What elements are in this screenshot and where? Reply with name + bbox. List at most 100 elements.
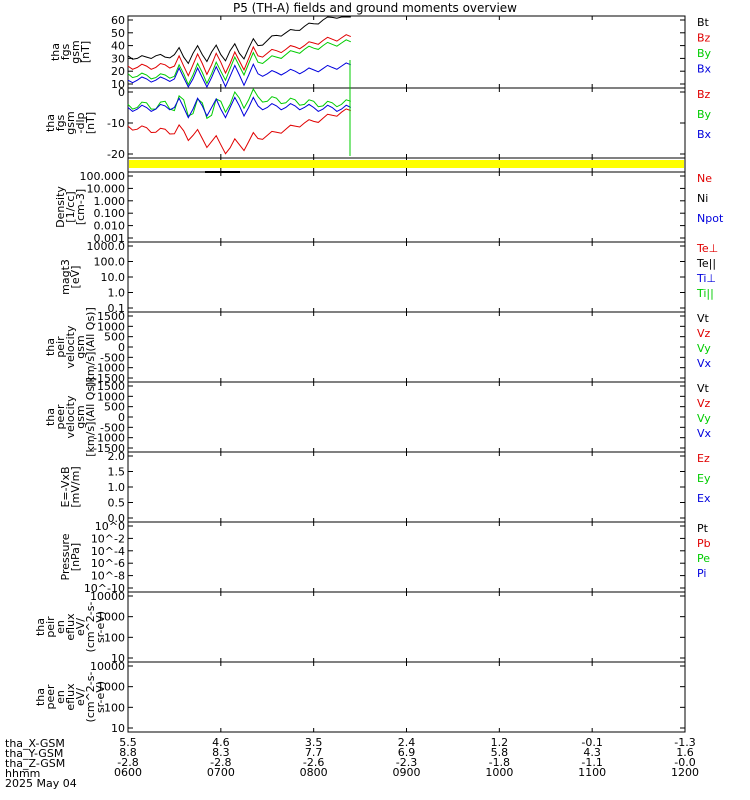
legend-entry: Bx <box>697 128 712 141</box>
panel-frame-3 <box>127 171 686 243</box>
panel-frame-7 <box>127 451 686 523</box>
legend-entry: Bt <box>697 16 710 29</box>
panel-frame-10 <box>127 661 686 733</box>
y-axis-label-7: E=-VxB[mV/m] <box>59 466 82 507</box>
ephemeris-value: 7.7 <box>305 746 323 759</box>
y-axis-label-line: [km/s](All Qs)] <box>84 377 97 457</box>
ephemeris-value: -1.3 <box>674 736 695 749</box>
y-axis-label-line: fgs <box>59 43 72 60</box>
y-tick-label: 0.100 <box>94 207 126 220</box>
y-tick-label: 1000 <box>97 611 125 624</box>
y-axis-label-line: (cm^2-s- <box>84 602 97 653</box>
series-line-by <box>127 87 351 120</box>
y-tick-label: 1500 <box>97 380 125 393</box>
legend-entry: Pi <box>697 567 706 580</box>
y-tick-label: 60 <box>111 14 125 27</box>
y-axis-label-3: Density[1/cc][cm-3] <box>54 186 87 228</box>
legend-entry: Vt <box>697 382 710 395</box>
legend-entry: Te⊥ <box>696 242 718 255</box>
y-tick-label: -1500 <box>93 372 125 385</box>
ephemeris-value: 1000 <box>485 766 513 779</box>
ephemeris-value: -0.1 <box>581 736 602 749</box>
legend-entry: Vt <box>697 312 710 325</box>
y-axis-label-line: gsm <box>64 111 77 134</box>
date-label: 2025 May 04 <box>5 777 77 790</box>
y-tick-label: -10 <box>107 117 125 130</box>
y-axis-label-line: peer <box>54 404 67 430</box>
y-axis-label-line: tha <box>44 338 57 356</box>
y-tick-label: -1000 <box>93 432 125 445</box>
y-axis-label-line: [eV] <box>69 266 82 289</box>
y-tick-label: 1.0 <box>108 287 126 300</box>
ephemeris-value: 1.2 <box>491 736 509 749</box>
y-axis-label-line: [km/s](All Qs)] <box>84 307 97 387</box>
ephemeris-value: 6.9 <box>398 746 416 759</box>
legend-entry: Vz <box>697 327 711 340</box>
y-tick-label: -1000 <box>93 362 125 375</box>
series-line-bx <box>127 62 351 89</box>
ephemeris-value: 4.6 <box>212 736 230 749</box>
panel-frame-4 <box>127 241 686 313</box>
y-axis-label-line: en <box>54 620 67 634</box>
ephemeris-value: 3.5 <box>305 736 323 749</box>
legend-entry: Ne <box>697 172 712 185</box>
series-line-bz <box>127 108 351 155</box>
y-tick-label: 10^-4 <box>91 545 125 558</box>
y-axis-label-line: [nPa] <box>69 543 82 571</box>
ephemeris-value: 8.8 <box>119 746 137 759</box>
y-tick-label: 10^0 <box>95 520 125 533</box>
y-tick-label: 100.0 <box>94 256 126 269</box>
y-tick-label: 0.5 <box>108 497 126 510</box>
legend-entry: Ey <box>697 472 711 485</box>
y-axis-label-line: E=-VxB <box>59 466 72 507</box>
y-axis-label-line: magt3 <box>59 259 72 295</box>
y-tick-label: 10^-6 <box>91 557 125 570</box>
ephemeris-value: -0.0 <box>674 756 695 769</box>
ephemeris-value: -2.8 <box>210 756 231 769</box>
ephemeris-value: 4.3 <box>583 746 601 759</box>
legend-entry: By <box>697 108 712 121</box>
ephemeris-value: -2.8 <box>117 756 138 769</box>
legend-entry: Vy <box>697 412 711 425</box>
y-tick-label: 10^-8 <box>91 570 125 583</box>
panel-frame-5 <box>127 311 686 383</box>
y-tick-label: 500 <box>104 401 125 414</box>
y-axis-label-line: tha <box>44 408 57 426</box>
ephemeris-value: -2.3 <box>396 756 417 769</box>
y-tick-label: 100 <box>104 701 125 714</box>
y-axis-label-line: gsm <box>74 405 87 428</box>
y-tick-label: 40 <box>111 40 125 53</box>
ephemeris-value: 8.3 <box>212 746 230 759</box>
y-axis-label-line: gsm <box>69 40 82 63</box>
ephemeris-value: 0900 <box>393 766 421 779</box>
legend-entry: Bz <box>697 32 711 45</box>
ephemeris-value: 1.6 <box>676 746 694 759</box>
legend-entry: Pb <box>697 537 711 550</box>
legend-entry: Bz <box>697 88 711 101</box>
y-tick-label: 1.0 <box>108 481 126 494</box>
y-axis-label-line: [nT] <box>84 112 97 134</box>
y-tick-label: -20 <box>107 148 125 161</box>
y-axis-label-line: en <box>54 690 67 704</box>
ephemeris-value: 2.4 <box>398 736 416 749</box>
y-tick-label: 0.010 <box>94 220 126 233</box>
y-tick-label: 10^-2 <box>91 532 125 545</box>
series-line-by <box>127 39 351 86</box>
series-line-bz <box>127 34 351 77</box>
y-axis-label-line: [cm-3] <box>74 189 87 225</box>
y-axis-label-line: eflux <box>64 613 77 641</box>
y-tick-label: 10.000 <box>87 182 126 195</box>
legend-entry: Bx <box>697 63 712 76</box>
ephemeris-value: 1200 <box>671 766 699 779</box>
y-axis-label-line: sr-eV) <box>94 611 107 643</box>
y-axis-label-line: gsm <box>74 335 87 358</box>
y-tick-label: 10^-10 <box>84 582 125 595</box>
ephemeris-value: -2.6 <box>303 756 324 769</box>
panel-frame-6 <box>127 381 686 453</box>
legend-entry: Vz <box>697 397 711 410</box>
z-gsm-label: tha_Z-GSM <box>5 757 66 770</box>
